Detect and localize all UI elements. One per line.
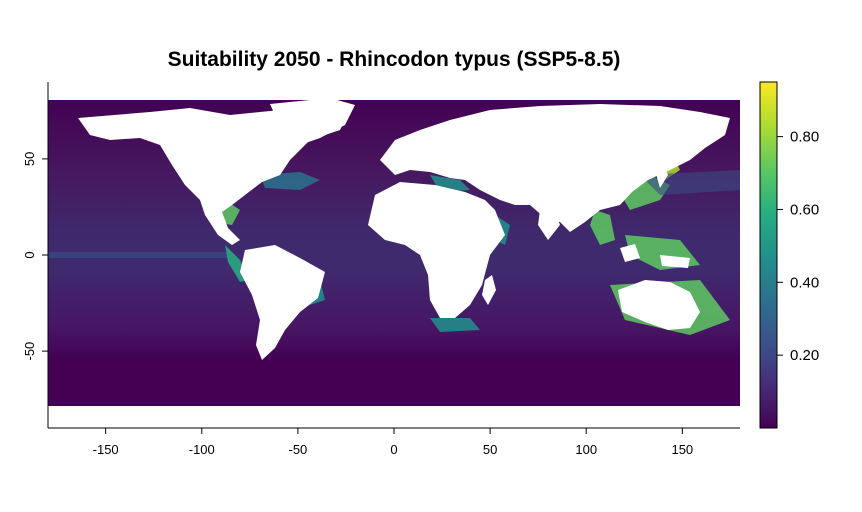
x-tick-label: 100 (575, 442, 597, 457)
legend-tick-label: 0.60 (790, 201, 819, 218)
legend-tick-label: 0.40 (790, 274, 819, 291)
x-tick-label: 50 (483, 442, 497, 457)
x-tick-label: 150 (671, 442, 693, 457)
x-tick-label: -50 (288, 442, 307, 457)
legend-tick-label: 0.20 (790, 347, 819, 364)
map-title: Suitability 2050 - Rhincodon typus (SSP5… (167, 48, 621, 71)
land-africa (368, 182, 505, 318)
land-masses (48, 98, 740, 428)
legend-tick-label: 0.80 (790, 129, 819, 146)
land-eurasia (380, 104, 730, 232)
x-tick-label: -100 (189, 442, 215, 457)
y-tick-label: -50 (22, 342, 37, 361)
x-tick-label: -150 (93, 442, 119, 457)
land-north-america (78, 103, 350, 245)
y-tick-label: 0 (22, 251, 37, 258)
land-greenland (270, 98, 355, 145)
equatorial-band (48, 252, 228, 258)
land-japan (655, 162, 668, 188)
colorbar (759, 81, 778, 429)
land-borneo (620, 244, 640, 262)
land-south-america (240, 245, 325, 360)
suitability-raster (48, 98, 740, 428)
y-ticks: 50 0 -50 (22, 152, 48, 361)
x-ticks: -150 -100 -50 0 50 100 150 (93, 428, 693, 457)
land-antarctica (48, 406, 740, 428)
land-madagascar (482, 275, 496, 305)
land-new-guinea (660, 255, 690, 268)
land-australia (618, 280, 700, 330)
land-india (538, 210, 560, 240)
legend-ticks: 0.20 0.40 0.60 0.80 (777, 129, 819, 364)
y-tick-label: 50 (22, 152, 37, 166)
x-tick-label: 0 (390, 442, 397, 457)
